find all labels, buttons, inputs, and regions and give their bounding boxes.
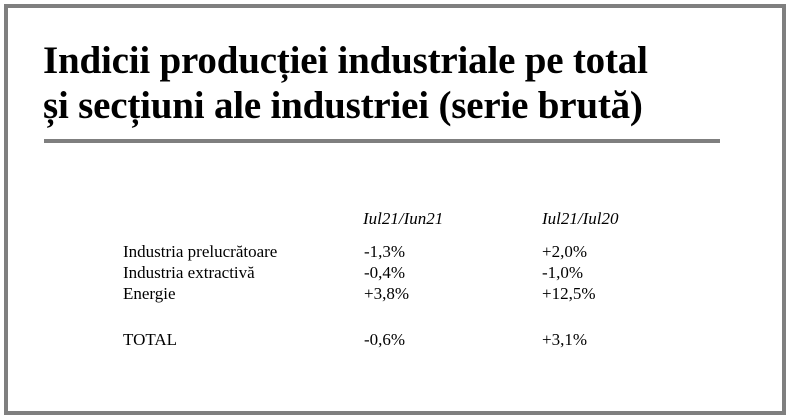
row-value-mom: +3,8% [364, 284, 409, 303]
column-header-month-over-month: Iul21/Iun21 [363, 209, 444, 228]
title-line-2: și secțiuni ale industriei (serie brută) [43, 84, 643, 127]
row-value-mom: -0,6% [364, 330, 406, 349]
column-header-year-over-year: Iul21/Iul20 [542, 209, 619, 228]
row-value-yoy: +2,0% [542, 242, 587, 261]
slide-frame: Indicii producției industriale pe total … [4, 4, 786, 415]
title-underline [44, 139, 720, 143]
row-value-yoy: -1,0% [542, 263, 584, 282]
row-value-yoy: +12,5% [542, 284, 596, 303]
title-line-1: Indicii producției industriale pe total [43, 39, 648, 82]
row-label: TOTAL [123, 330, 178, 349]
row-label: Industria prelucrătoare [123, 242, 278, 261]
slide-title: Indicii producției industriale pe total … [43, 38, 743, 128]
row-value-mom: -1,3% [364, 242, 406, 261]
row-label: Energie [123, 284, 176, 303]
row-value-mom: -0,4% [364, 263, 406, 282]
row-value-yoy: +3,1% [542, 330, 587, 349]
row-label: Industria extractivă [123, 263, 255, 282]
